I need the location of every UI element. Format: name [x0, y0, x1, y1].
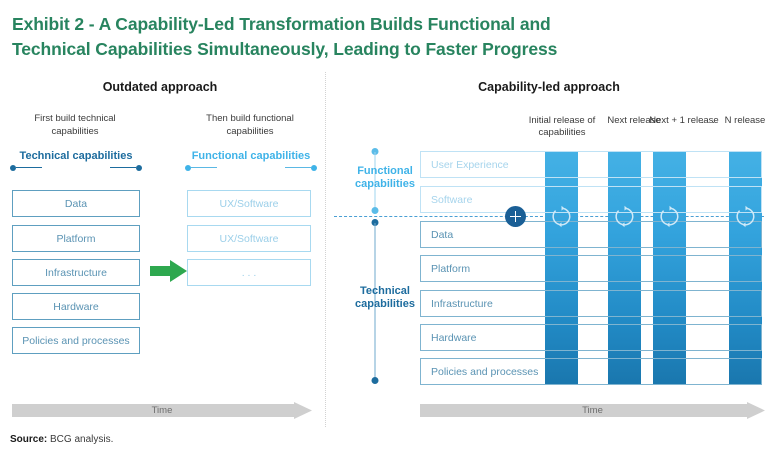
right-functional-bracket-label: Functional capabilities	[355, 165, 415, 190]
green-right-arrow-icon	[150, 258, 188, 284]
bracket-line-right	[285, 167, 311, 168]
right-time-label: Time	[582, 405, 603, 416]
page-title-line2: Technical Capabilities Simultaneously, L…	[12, 39, 558, 59]
capability-row-user-experience: User Experience	[420, 151, 762, 178]
left-functional-caption: Then build functional capabilities	[206, 113, 294, 137]
left-technical-item: Infrastructure	[12, 259, 140, 286]
column-header-ellipsis: . . .	[701, 115, 715, 126]
right-functional-bracket: Functional capabilities	[355, 148, 415, 214]
capability-row-data: Data	[420, 221, 762, 248]
right-technical-bracket-label: Technical capabilities	[355, 285, 415, 310]
capability-row-software: Software	[420, 186, 762, 213]
bracket-dot-top	[371, 219, 379, 226]
functional-technical-split-line	[334, 216, 764, 217]
left-technical-item: Platform	[12, 225, 140, 252]
bracket-line	[374, 223, 376, 380]
refresh-circle-icon	[613, 205, 636, 228]
source-note: Source: BCG analysis.	[10, 434, 113, 445]
bracket-dot-bottom	[371, 377, 379, 384]
left-technical-item: Policies and processes	[12, 327, 140, 354]
bracket-dot-bottom	[371, 207, 379, 214]
bracket-line	[374, 152, 376, 210]
release-bar-next	[608, 151, 641, 384]
panel-divider	[325, 72, 326, 427]
column-header-next-release: Next release	[607, 115, 661, 126]
bracket-line-left	[16, 167, 42, 168]
capability-row-hardware: Hardware	[420, 324, 762, 351]
bracket-dot-left	[10, 164, 16, 171]
left-functional-item: UX/Software	[187, 190, 311, 217]
bracket-line-left	[191, 167, 217, 168]
source-text: BCG analysis.	[50, 434, 114, 445]
release-bar-initial	[545, 151, 578, 384]
left-technical-caption: First build technical capabilities	[34, 113, 116, 137]
capability-row-platform: Platform	[420, 255, 762, 282]
left-functional-item: UX/Software	[187, 225, 311, 252]
capability-row-policies-and-processes: Policies and processes	[420, 358, 762, 385]
left-functional-bracket-label: Functional capabilities	[191, 150, 311, 162]
right-technical-bracket: Technical capabilities	[355, 219, 415, 384]
bracket-dot-right	[136, 164, 142, 171]
refresh-circle-icon	[734, 205, 757, 228]
release-bar-n	[729, 151, 762, 384]
bracket-dot-top	[371, 148, 379, 155]
left-time-label: Time	[151, 405, 173, 416]
left-technical-item: Data	[12, 190, 140, 217]
left-technical-item: Hardware	[12, 293, 140, 320]
left-functional-item: . . .	[187, 259, 311, 286]
plus-circle-icon	[505, 206, 526, 227]
page-title-line1: Exhibit 2 - A Capability-Led Transformat…	[12, 14, 551, 34]
left-panel-heading: Outdated approach	[102, 80, 218, 94]
left-technical-bracket-label: Technical capabilities	[19, 150, 133, 162]
column-header-n-release: N release	[724, 115, 766, 126]
right-time-axis: Time	[420, 402, 765, 419]
left-functional-bracket: Functional capabilities	[185, 150, 317, 186]
bracket-dot-left	[185, 164, 191, 171]
bracket-dot-right	[311, 164, 317, 171]
release-bar-next-plus-1	[653, 151, 686, 384]
refresh-circle-icon	[658, 205, 681, 228]
page-title: Exhibit 2 - A Capability-Led Transformat…	[12, 12, 712, 62]
left-time-axis: Time	[12, 402, 312, 419]
refresh-circle-icon	[550, 205, 573, 228]
column-header-next-plus-1-release: Next + 1 release	[649, 115, 719, 126]
left-technical-bracket: Technical capabilities	[10, 150, 142, 186]
column-header-initial-release: Initial release of capabilities	[528, 115, 596, 138]
bracket-line-right	[110, 167, 136, 168]
right-panel-heading: Capability-led approach	[478, 80, 620, 94]
capability-row-infrastructure: Infrastructure	[420, 290, 762, 317]
source-label: Source:	[10, 434, 48, 445]
